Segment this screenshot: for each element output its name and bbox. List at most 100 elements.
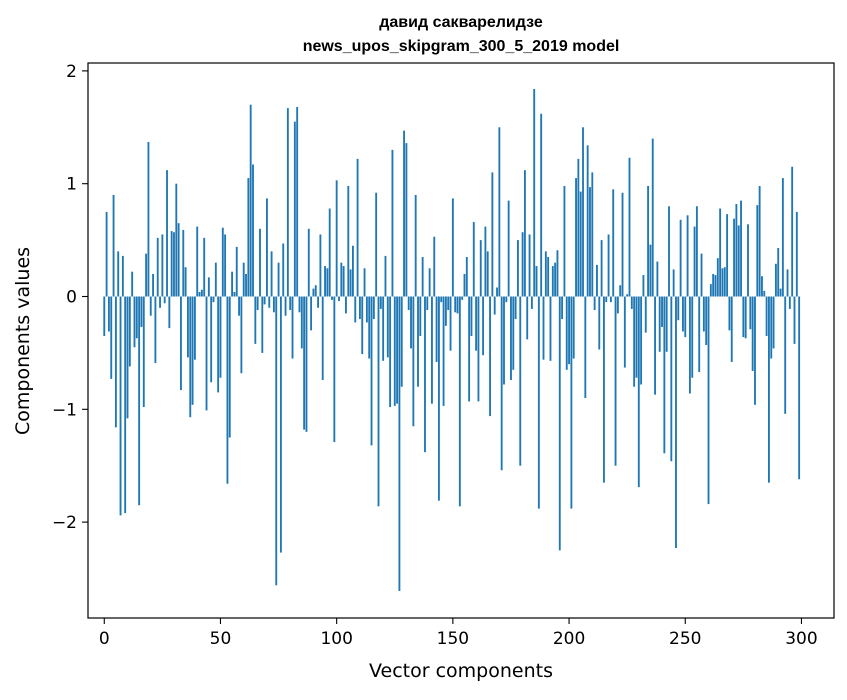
bar <box>103 296 106 336</box>
bar <box>644 296 647 333</box>
bar <box>784 296 787 414</box>
bar <box>682 296 684 332</box>
bar <box>458 296 461 507</box>
bar <box>695 206 698 297</box>
bar <box>465 257 468 297</box>
bar <box>272 296 275 313</box>
bar <box>770 296 773 359</box>
bar <box>565 296 568 370</box>
bar <box>705 296 708 346</box>
bar <box>426 296 429 311</box>
bar <box>498 127 501 297</box>
bar <box>554 262 557 297</box>
bar <box>558 296 561 551</box>
y-tick-label: −2 <box>52 513 77 533</box>
bar <box>665 296 668 352</box>
bar <box>372 296 375 320</box>
bar <box>540 113 543 297</box>
bar <box>517 240 519 297</box>
bar <box>365 296 368 323</box>
bar <box>656 261 659 297</box>
bar <box>140 296 143 327</box>
bar <box>314 285 317 297</box>
bar <box>163 296 166 304</box>
bar <box>349 269 352 297</box>
bar <box>414 194 417 297</box>
bar <box>138 296 141 506</box>
x-tick-label: 150 <box>437 629 469 649</box>
bar <box>793 296 796 344</box>
bar <box>168 296 171 329</box>
bar <box>454 296 457 313</box>
bar <box>275 296 278 586</box>
bar <box>472 222 475 297</box>
bar <box>686 215 689 297</box>
bar <box>159 296 161 308</box>
bar <box>284 296 287 316</box>
bar <box>398 296 401 591</box>
bar <box>637 296 640 488</box>
bar <box>628 157 631 297</box>
bar <box>493 296 496 315</box>
bar <box>437 296 440 501</box>
bar <box>535 266 538 297</box>
bar <box>170 231 173 297</box>
bar <box>203 237 206 297</box>
bar <box>542 296 545 360</box>
bar <box>368 296 371 359</box>
bar <box>475 296 478 351</box>
bar <box>723 267 726 297</box>
bar <box>744 296 747 339</box>
bar <box>716 258 719 297</box>
bar <box>572 296 575 359</box>
bar <box>507 200 510 297</box>
bar <box>240 296 243 374</box>
bar <box>537 296 540 509</box>
bar <box>405 143 408 297</box>
bar <box>142 296 145 408</box>
bar <box>228 296 231 438</box>
bar <box>291 296 294 359</box>
bar <box>131 271 134 297</box>
bar <box>147 141 150 297</box>
bar <box>630 296 633 309</box>
bar <box>779 288 782 297</box>
bar <box>224 234 227 297</box>
bar <box>575 178 577 297</box>
bar <box>691 296 694 378</box>
bar <box>363 268 366 297</box>
x-tick-label: 50 <box>210 629 232 649</box>
bar <box>609 296 612 303</box>
bar <box>440 296 443 303</box>
bar <box>263 296 266 305</box>
bar <box>410 296 412 349</box>
bar <box>451 198 454 297</box>
bar <box>663 296 666 454</box>
bar <box>763 290 766 297</box>
bar <box>670 296 673 462</box>
bar <box>735 204 738 297</box>
bar <box>698 296 701 373</box>
bar <box>331 296 333 300</box>
bar <box>326 268 329 297</box>
y-tick-label: 2 <box>66 62 77 82</box>
x-tick-label: 300 <box>785 629 817 649</box>
bar <box>556 250 559 297</box>
bar <box>765 296 768 336</box>
bar <box>623 296 626 368</box>
bar <box>747 224 749 297</box>
bar <box>293 121 296 297</box>
bar <box>303 296 306 430</box>
bar <box>635 296 638 378</box>
bar <box>728 296 731 331</box>
bar <box>468 296 471 402</box>
bar <box>633 296 636 387</box>
bar <box>305 296 308 432</box>
bar <box>254 296 257 344</box>
bar <box>533 88 536 297</box>
bar <box>391 149 394 297</box>
bar <box>477 296 480 402</box>
bar <box>719 208 722 297</box>
bar <box>382 296 385 361</box>
